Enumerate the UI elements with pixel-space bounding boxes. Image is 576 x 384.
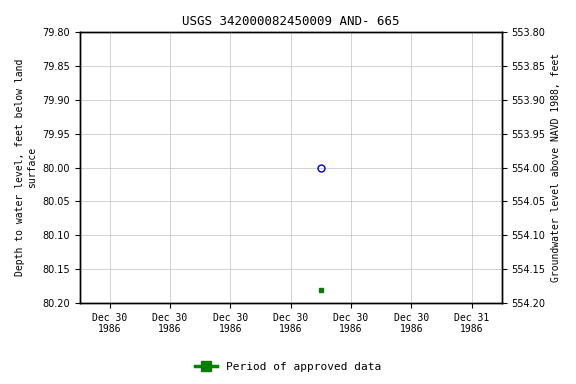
- Title: USGS 342000082450009 AND- 665: USGS 342000082450009 AND- 665: [182, 15, 399, 28]
- Legend: Period of approved data: Period of approved data: [191, 358, 385, 377]
- Y-axis label: Groundwater level above NAVD 1988, feet: Groundwater level above NAVD 1988, feet: [551, 53, 561, 282]
- Y-axis label: Depth to water level, feet below land
surface: Depth to water level, feet below land su…: [15, 59, 37, 276]
